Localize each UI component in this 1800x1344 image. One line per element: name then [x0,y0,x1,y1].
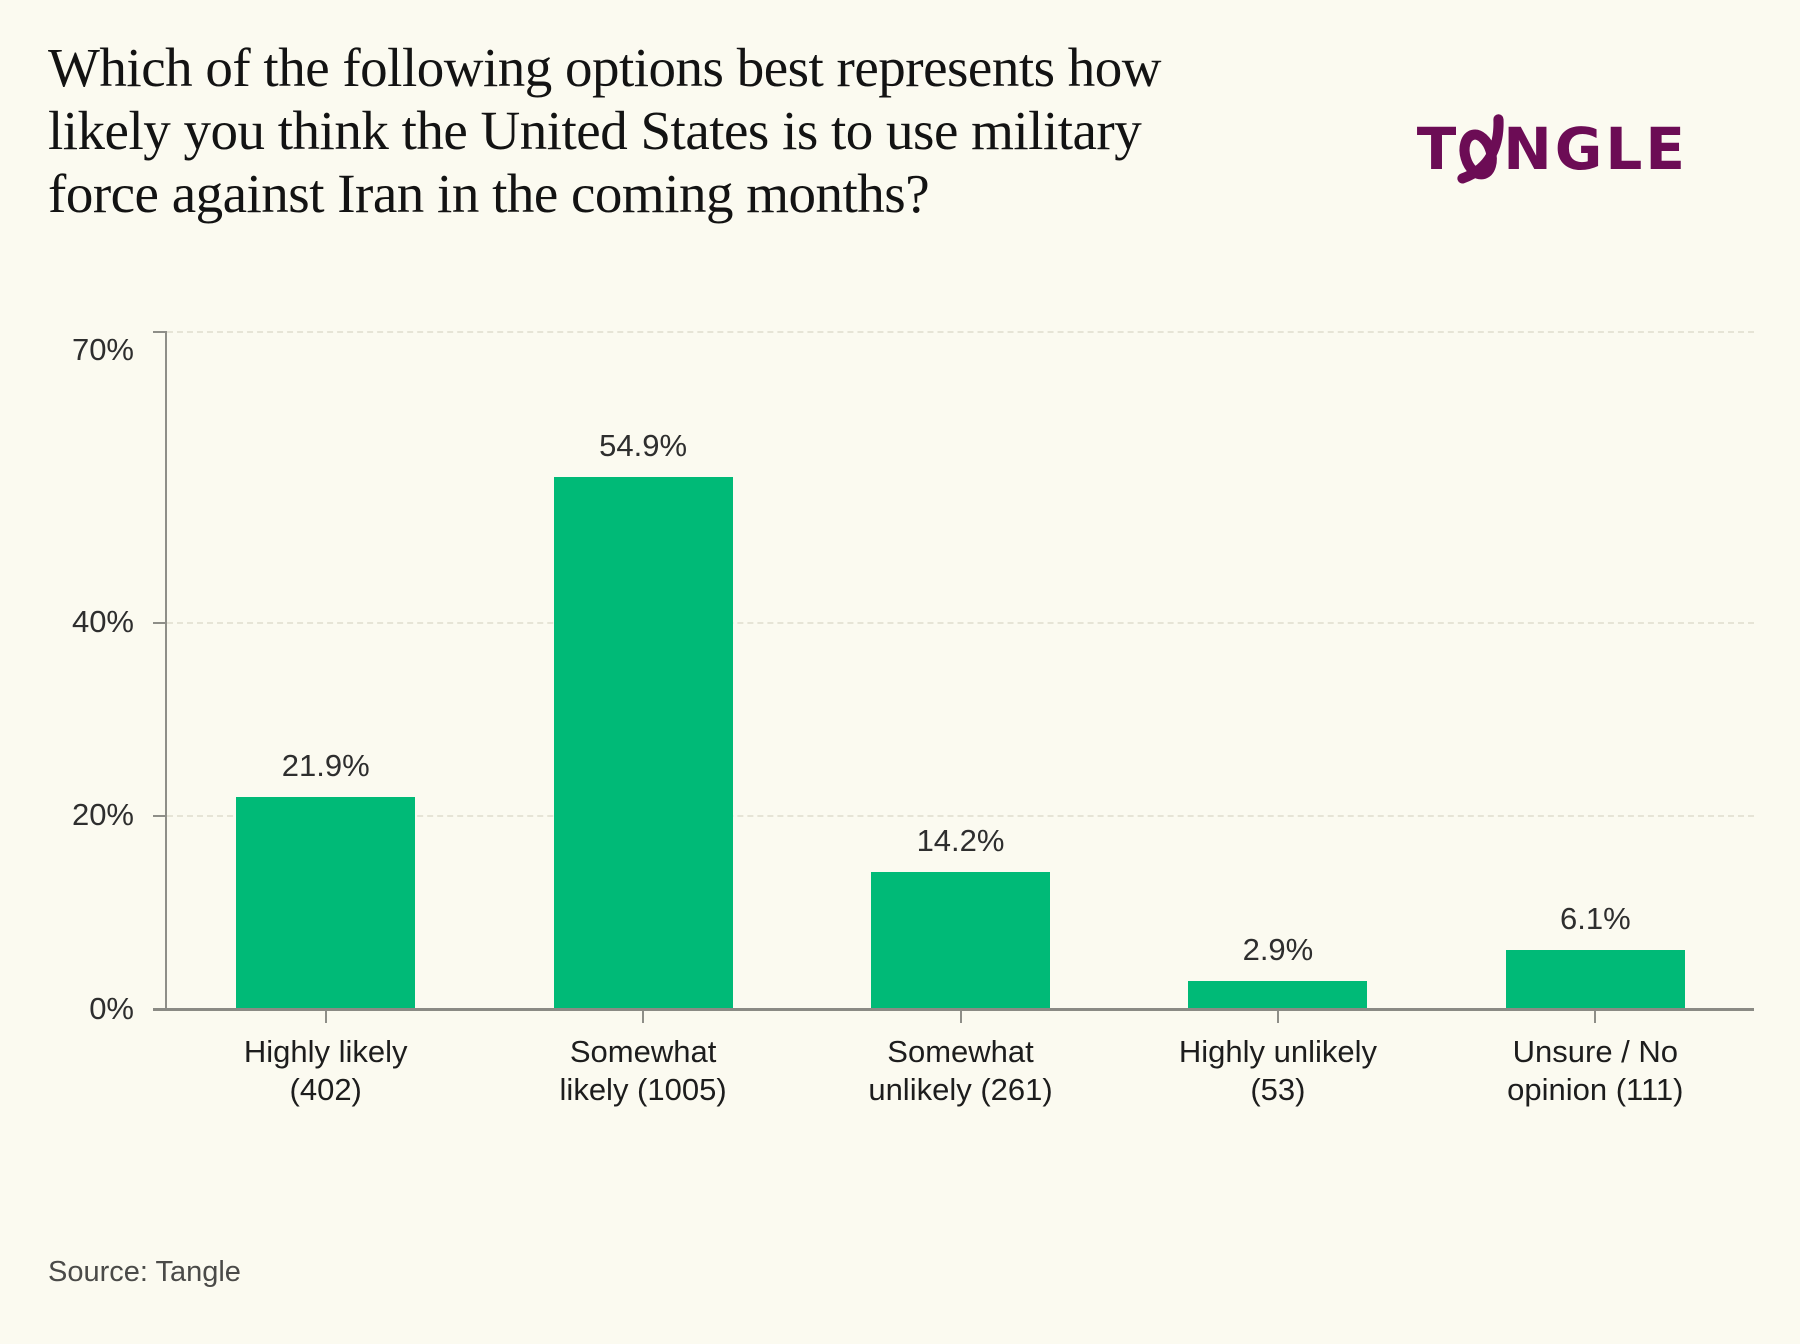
category-label-somewhat-likely: Somewhat likely (1005) [484,1033,801,1109]
y-axis-tick-70 [153,331,165,333]
category-label-line: Highly likely [243,1034,408,1069]
category-label-line: Unsure / No [1512,1034,1679,1069]
bar-somewhat-unlikely [871,871,1051,1009]
x-axis-tick [1276,1011,1279,1023]
x-axis-tick [324,1011,327,1023]
y-axis-tick-40 [153,621,165,624]
tangle-logo: T NGLE [1416,114,1688,186]
source-credit: Source: Tangle [48,1256,241,1288]
bar-group-somewhat-unlikely: 14.2% [802,331,1119,1009]
x-axis-tick [959,1011,962,1023]
bar-group-unsure: 6.1% [1437,331,1754,1009]
gridline-70 [167,331,1754,333]
category-label-line: opinion (111) [1507,1072,1684,1107]
tangle-logo-a-icon [1457,114,1504,184]
bar-value-label: 54.9% [599,428,688,464]
category-label-unsure: Unsure / No opinion (111) [1437,1033,1754,1109]
bar-group-highly-likely: 21.9% [167,331,484,1009]
category-label-line: (53) [1250,1072,1306,1107]
x-tick-slot [802,1011,1119,1023]
category-label-highly-unlikely: Highly unlikely (53) [1119,1033,1436,1109]
category-label-line: (402) [289,1072,362,1107]
category-label-somewhat-unlikely: Somewhat unlikely (261) [802,1033,1119,1109]
category-labels: Highly likely (402) Somewhat likely (100… [167,1033,1754,1109]
bars: 21.9% 54.9% 14.2% 2.9% 6.1% [167,331,1754,1009]
y-axis-labels: 70% 40% 20% 0% [0,331,150,1026]
bar-value-label: 6.1% [1559,900,1631,936]
chart-title-line-1: Which of the following options best repr… [48,37,1161,98]
category-label-line: Somewhat [887,1034,1034,1069]
x-tick-slot [1119,1011,1436,1023]
chart-title-line-3: force against Iran in the coming months? [48,163,930,224]
chart-title: Which of the following options best repr… [48,36,1388,225]
y-axis-label-70: 70% [71,332,134,367]
y-axis-label-0: 0% [89,991,134,1026]
x-tick-slot [167,1011,484,1023]
bar-value-label: 2.9% [1242,931,1314,967]
x-axis-line [153,1008,1754,1011]
plot-area: 21.9% 54.9% 14.2% 2.9% 6.1% [153,331,1754,1107]
y-axis-label-20: 20% [71,797,134,833]
tangle-logo-prefix: T [1416,115,1460,183]
category-label-line: unlikely (261) [868,1072,1053,1107]
x-axis-ticks [167,1011,1754,1023]
bar-highly-likely [236,796,416,1009]
y-axis-tick-20 [153,815,165,818]
category-label-highly-likely: Highly likely (402) [167,1033,484,1109]
bar-value-label: 14.2% [916,822,1005,858]
x-tick-slot [484,1011,801,1023]
gridline-20 [167,815,1754,818]
bar-value-label: 21.9% [281,747,370,783]
bar-group-somewhat-likely: 54.9% [484,331,801,1009]
category-label-line: likely (1005) [559,1072,727,1107]
category-label-line: Somewhat [569,1034,717,1069]
chart-title-line-2: likely you think the United States is to… [48,100,1142,161]
x-axis-tick [642,1011,645,1023]
y-axis-label-40: 40% [71,603,134,639]
category-label-line: Highly unlikely [1178,1034,1377,1069]
bar-group-highly-unlikely: 2.9% [1119,331,1436,1009]
x-tick-slot [1437,1011,1754,1023]
bar-somewhat-likely [553,477,733,1009]
bar-unsure [1505,949,1685,1009]
bar-highly-unlikely [1188,980,1368,1009]
tangle-logo-suffix: NGLE [1503,115,1688,183]
gridline-40 [167,621,1754,624]
x-axis-tick [1594,1011,1597,1023]
